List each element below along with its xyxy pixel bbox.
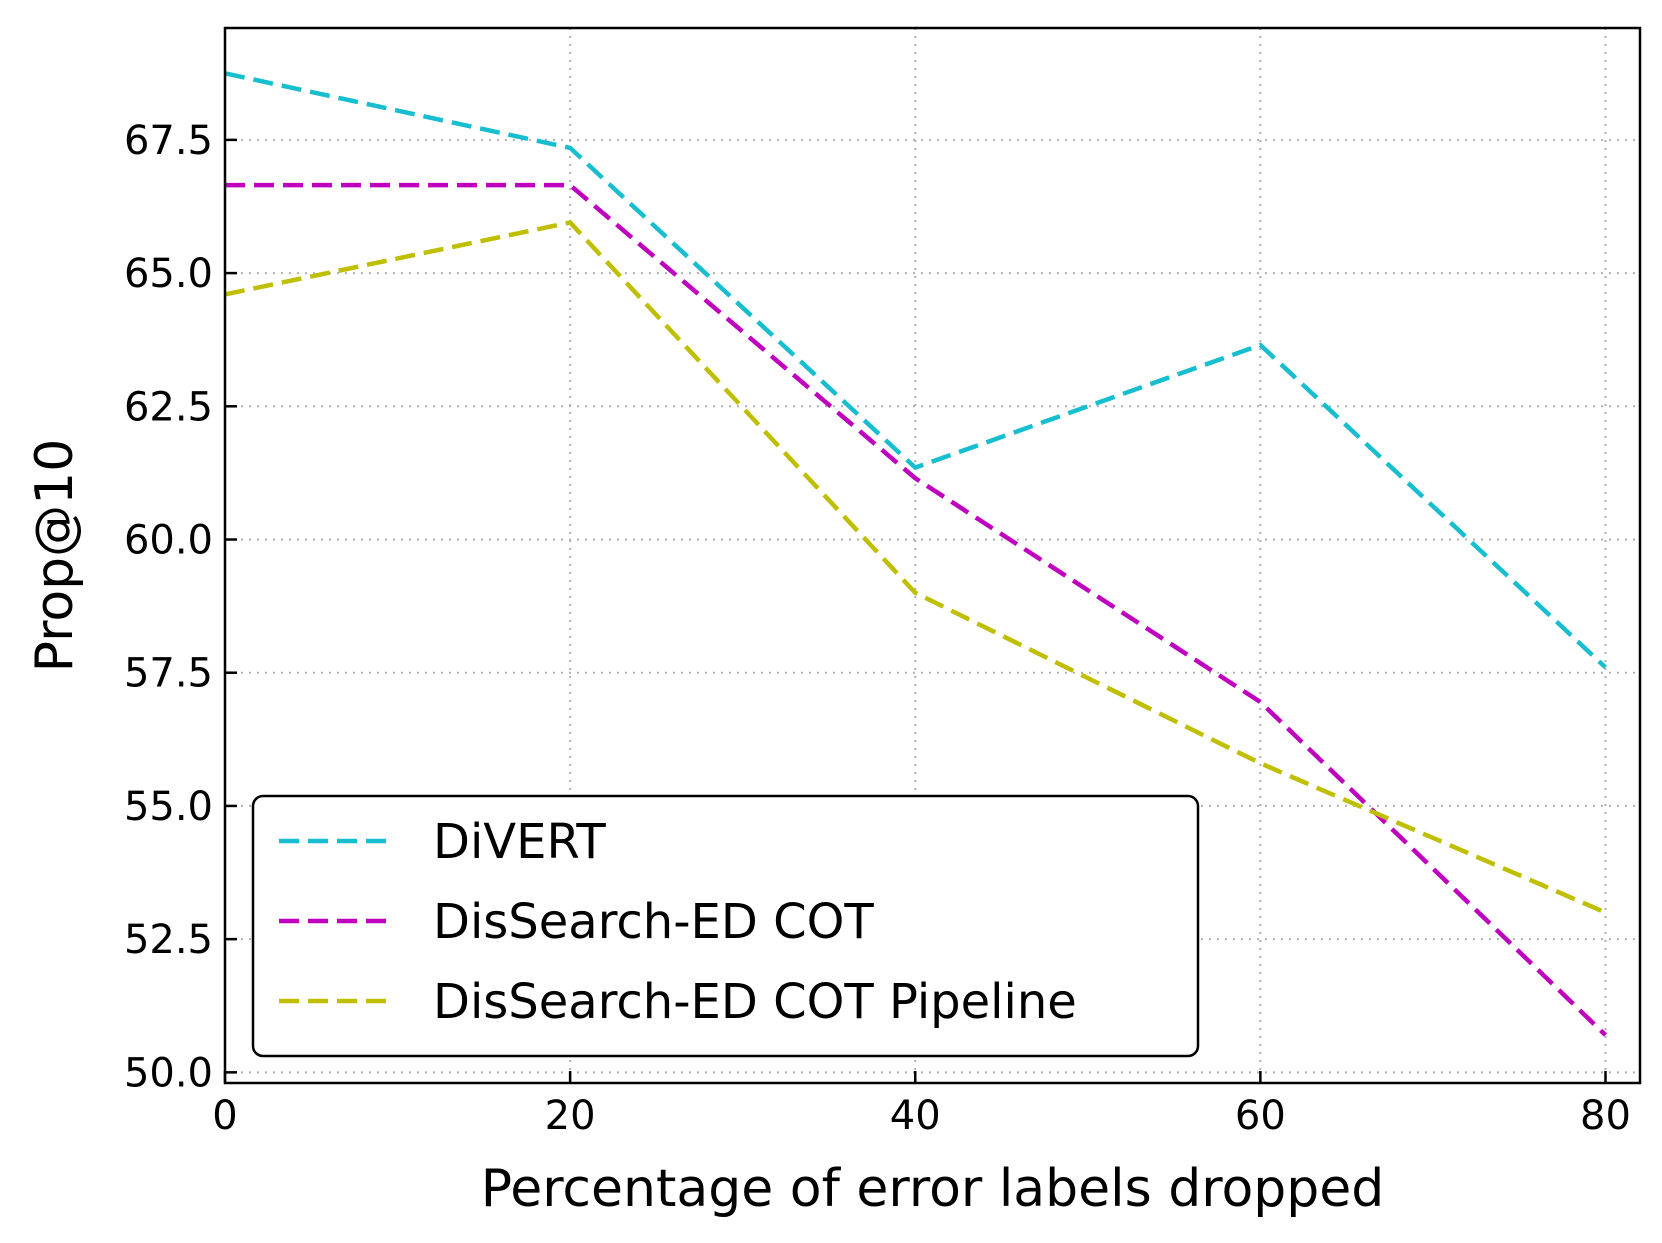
y-tick-label: 57.5 — [124, 651, 213, 697]
series-line-3 — [224, 220, 1607, 915]
x-tick-label: 20 — [545, 1093, 596, 1139]
y-tick-label: 65.0 — [124, 251, 213, 297]
y-tick-label: 67.5 — [124, 118, 213, 164]
legend-label: DisSearch-ED COT Pipeline — [433, 974, 1077, 1030]
x-tick-label: 80 — [1580, 1093, 1631, 1139]
legend-label: DisSearch-ED COT — [433, 894, 874, 950]
legend-box — [251, 794, 1200, 1058]
legend-label: DiVERT — [433, 814, 606, 870]
x-tick-label: 60 — [1235, 1093, 1286, 1139]
x-axis-ticks: 0 20 40 60 80 — [212, 1071, 1631, 1139]
y-tick-label: 55.0 — [124, 784, 213, 830]
x-tick-label: 0 — [212, 1093, 237, 1139]
x-tick-label: 40 — [890, 1093, 941, 1139]
series-layer — [224, 71, 1608, 1037]
y-tick-label: 60.0 — [124, 518, 213, 564]
y-axis-ticks: 50.0 52.5 55.0 57.5 60.0 62.5 65.0 67.5 — [124, 118, 237, 1096]
series-line-1 — [224, 71, 1608, 670]
plot-frame — [223, 26, 1642, 1085]
y-tick-label: 52.5 — [124, 917, 213, 963]
y-tick-label: 62.5 — [124, 384, 213, 430]
legend: DiVERT DisSearch-ED COT DisSearch-ED COT P… — [251, 794, 1200, 1058]
y-axis-title: Prop@10 — [25, 439, 85, 673]
x-axis-title: Percentage of error labels dropped — [481, 1159, 1385, 1219]
y-tick-label: 50.0 — [124, 1050, 213, 1096]
